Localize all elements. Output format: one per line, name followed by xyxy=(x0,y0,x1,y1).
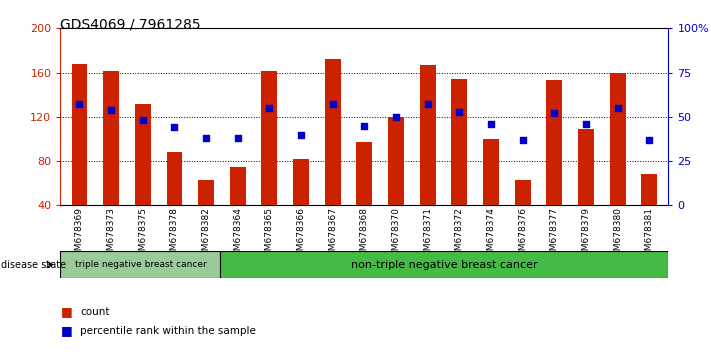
Point xyxy=(169,125,180,130)
Point xyxy=(517,137,528,143)
Text: percentile rank within the sample: percentile rank within the sample xyxy=(80,326,256,336)
Point xyxy=(74,102,85,107)
Bar xyxy=(262,72,277,205)
Bar xyxy=(578,129,594,205)
Point xyxy=(295,132,306,137)
Point xyxy=(454,109,465,114)
Point xyxy=(201,135,212,141)
Bar xyxy=(483,139,499,205)
Text: count: count xyxy=(80,307,109,316)
Point xyxy=(580,121,592,127)
Bar xyxy=(198,180,214,205)
Bar xyxy=(356,142,373,205)
Point xyxy=(358,123,370,129)
Bar xyxy=(103,72,119,205)
Bar xyxy=(60,251,220,278)
Text: ■: ■ xyxy=(60,305,73,318)
Bar xyxy=(610,73,626,205)
Point xyxy=(264,105,275,111)
Point xyxy=(327,102,338,107)
Bar xyxy=(641,175,657,205)
Point xyxy=(422,102,434,107)
Point xyxy=(643,137,655,143)
Bar xyxy=(72,64,87,205)
Bar xyxy=(388,117,404,205)
Point xyxy=(390,114,402,120)
Bar xyxy=(230,167,246,205)
Bar xyxy=(220,251,668,278)
Bar xyxy=(166,152,182,205)
Bar xyxy=(547,80,562,205)
Point xyxy=(612,105,624,111)
Text: disease state: disease state xyxy=(1,259,67,270)
Point xyxy=(137,118,149,123)
Text: ■: ■ xyxy=(60,325,73,337)
Text: GDS4069 / 7961285: GDS4069 / 7961285 xyxy=(60,18,201,32)
Text: non-triple negative breast cancer: non-triple negative breast cancer xyxy=(351,259,538,270)
Text: triple negative breast cancer: triple negative breast cancer xyxy=(75,260,206,269)
Bar xyxy=(135,104,151,205)
Bar xyxy=(515,180,530,205)
Bar xyxy=(451,79,467,205)
Bar xyxy=(293,159,309,205)
Point xyxy=(232,135,243,141)
Point xyxy=(105,107,117,113)
Point xyxy=(549,110,560,116)
Point xyxy=(486,121,497,127)
Bar xyxy=(419,65,436,205)
Bar xyxy=(325,59,341,205)
